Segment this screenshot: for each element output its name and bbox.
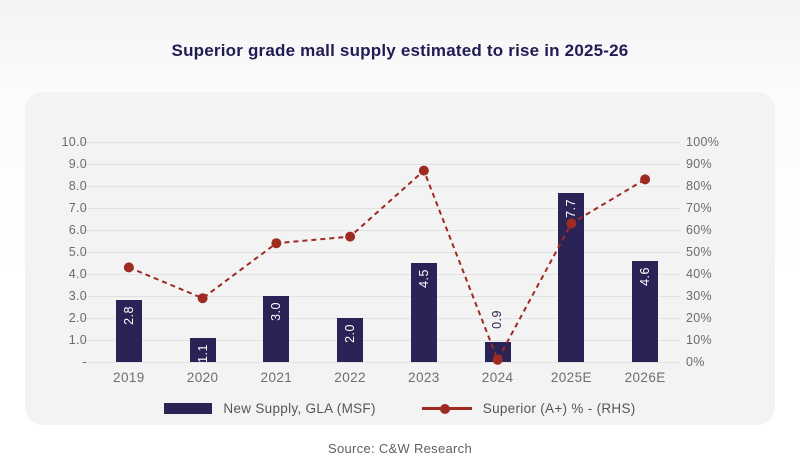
gridline [81, 361, 680, 363]
line-point-2024 [492, 354, 503, 365]
superior-share-line-layer [123, 165, 651, 365]
gridline [81, 295, 680, 297]
gridline [81, 251, 680, 253]
y-axis-right-tick: 40% [686, 267, 712, 281]
y-axis-left-tick: 8.0 [68, 179, 87, 193]
x-axis-label-2022: 2022 [334, 370, 366, 385]
gridline [81, 141, 680, 143]
y-axis-right-tick: 0% [686, 355, 705, 369]
y-axis-right-tick: 50% [686, 245, 712, 259]
y-axis-left-tick: 3.0 [68, 289, 87, 303]
y-axis-left-tick: - [82, 355, 87, 369]
chart-legend: New Supply, GLA (MSF) Superior (A+) % - … [25, 401, 775, 416]
line-point-2020 [197, 293, 208, 304]
y-axis-left-tick: 5.0 [68, 245, 87, 259]
y-axis-right-tick: 70% [686, 201, 712, 215]
supply-bar-2019: 2.8 [115, 300, 142, 362]
y-axis-left-tick: 10.0 [61, 135, 87, 149]
line-series-dot-icon [439, 403, 450, 414]
line-point-2019 [123, 262, 134, 273]
y-axis-right-tick: 100% [686, 135, 720, 149]
y-axis-right-tick: 90% [686, 157, 712, 171]
y-axis-right-tick: 10% [686, 333, 712, 347]
line-point-2022 [345, 231, 356, 242]
x-axis-label-2024: 2024 [481, 370, 514, 385]
supply-bar-2021: 3.0 [263, 296, 290, 362]
gridline [81, 317, 680, 319]
superior-share-line [128, 168, 646, 363]
x-axis-label-2021: 2021 [260, 370, 293, 385]
x-axis-label-2019: 2019 [113, 370, 145, 385]
supply-bar-2020: 1.1 [189, 337, 216, 363]
line-point-2021 [271, 238, 282, 249]
gridline [81, 207, 680, 209]
gridline [81, 273, 680, 275]
x-axis-label-2023: 2023 [408, 370, 440, 385]
y-axis-right-tick: 20% [686, 311, 712, 325]
legend-item-superior-share: Superior (A+) % - (RHS) [421, 401, 636, 416]
y-axis-left-tick: 7.0 [68, 201, 87, 215]
chart-title: Superior grade mall supply estimated to … [171, 41, 629, 60]
source-note: Source: C&W Research [328, 441, 472, 456]
x-axis-label-2026E: 2026E [624, 370, 666, 385]
line-point-2026E [640, 174, 651, 185]
line-series-marker [421, 403, 472, 414]
y-axis-right-tick: 60% [686, 223, 712, 237]
gridline [81, 185, 680, 187]
supply-bar-2026E: 4.6 [632, 260, 659, 362]
y-axis-right-tick: 30% [686, 289, 712, 303]
gridline [81, 229, 680, 231]
line-point-2025E [566, 218, 577, 229]
y-axis-left-tick: 1.0 [68, 333, 87, 347]
chart-card: New Supply, GLA (MSF) Superior (A+) % - … [25, 92, 775, 425]
bar-series-swatch [164, 403, 213, 414]
legend-item-new-supply: New Supply, GLA (MSF) [164, 401, 375, 416]
supply-bar-2023: 4.5 [410, 263, 437, 362]
legend-label-new-supply: New Supply, GLA (MSF) [223, 401, 376, 416]
y-axis-left-tick: 4.0 [68, 267, 87, 281]
y-axis-right-tick: 80% [686, 179, 712, 193]
supply-bar-2022: 2.0 [337, 318, 364, 362]
line-point-2023 [418, 165, 429, 176]
legend-label-superior-share: Superior (A+) % - (RHS) [482, 401, 636, 416]
x-axis-label-2025E: 2025E [550, 370, 592, 385]
gridline [81, 339, 680, 341]
y-axis-left-tick: 6.0 [68, 223, 87, 237]
y-axis-left-tick: 2.0 [68, 311, 87, 325]
gridline [81, 163, 680, 165]
y-axis-left-tick: 9.0 [68, 157, 87, 171]
x-axis-label-2020: 2020 [186, 370, 219, 385]
